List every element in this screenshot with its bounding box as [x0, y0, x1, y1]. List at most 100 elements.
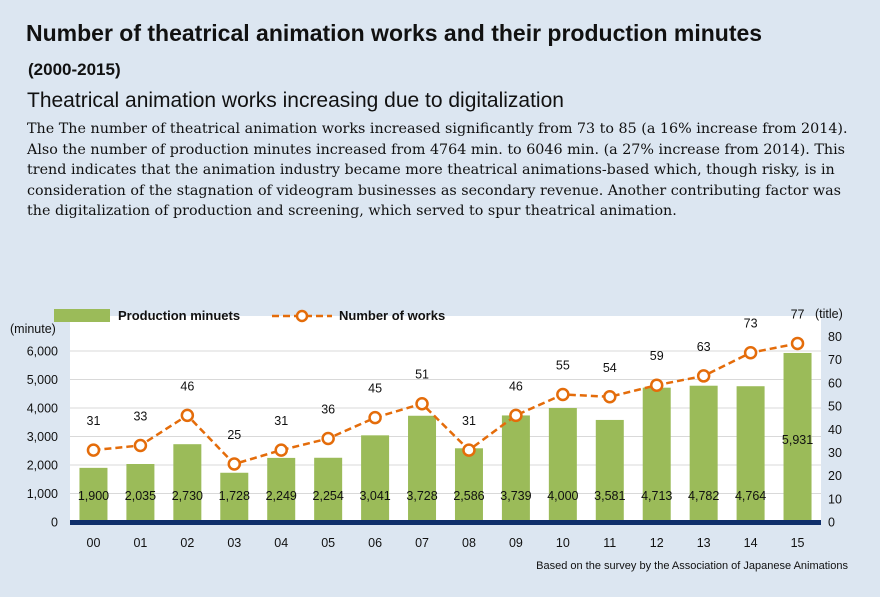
legend: Production minuets Number of works: [54, 308, 445, 323]
bar-08: [454, 448, 483, 522]
bar-label-00: 1,900: [78, 489, 109, 503]
line-value-labels: 31 33 46 25 31 36 45 51 31 46 55 54 59 63 73 77: [87, 307, 805, 442]
bar-label-01: 2,035: [125, 489, 156, 503]
x-tick-label: 14: [744, 536, 758, 550]
works-point-10: [556, 387, 570, 402]
works-point-14: [743, 345, 758, 360]
x-tick-label: 05: [321, 536, 335, 550]
works-label-00: 31: [87, 414, 101, 428]
works-label-09: 46: [509, 379, 523, 393]
bar-15: [783, 352, 812, 522]
bar-label-09: 3,739: [500, 489, 531, 503]
legend-bar-label: Production minuets: [118, 308, 240, 323]
works-label-15: 77: [791, 307, 805, 321]
right-tick-label: 70: [828, 353, 842, 367]
x-tick-label: 00: [87, 536, 101, 550]
works-point-07: [415, 396, 429, 411]
left-axis: 0 1,000 2,000 3,000 4,000 5,000 6,000: [27, 345, 58, 530]
right-tick-label: 0: [828, 516, 835, 530]
bar-label-08: 2,586: [453, 489, 484, 503]
bar-11: [595, 419, 624, 522]
works-point-00: [86, 443, 101, 457]
works-point-01: [133, 438, 148, 453]
x-tick-label: 13: [697, 536, 711, 550]
bar-06: [361, 435, 390, 522]
bar-00: [79, 467, 108, 522]
right-tick-label: 20: [828, 469, 842, 483]
works-label-07: 51: [415, 368, 429, 382]
bar-label-07: 3,728: [406, 489, 437, 503]
left-tick-label: 4,000: [27, 402, 58, 416]
works-point-08: [462, 443, 476, 457]
works-label-04: 31: [274, 414, 288, 428]
right-tick-label: 60: [828, 376, 842, 390]
x-tick-label: 12: [650, 536, 664, 550]
bar-label-12: 4,713: [641, 489, 672, 503]
works-point-15: [790, 336, 805, 351]
bar-04: [267, 457, 296, 522]
bar-12: [642, 387, 671, 522]
works-point-05: [321, 431, 335, 446]
works-label-02: 46: [180, 379, 194, 393]
works-point-11: [603, 390, 617, 404]
left-axis-unit: (minute): [10, 322, 56, 336]
bar-label-13: 4,782: [688, 489, 719, 503]
chart-period: (2000-2015): [28, 60, 121, 79]
bar-label-14: 4,764: [735, 489, 766, 503]
left-tick-label: 3,000: [27, 430, 58, 444]
works-label-08: 31: [462, 414, 476, 428]
works-label-05: 36: [321, 403, 335, 417]
bar-01: [126, 464, 155, 522]
x-axis: 00 01 02 03 04 05 06 07 08 09 10 11 12 13 14 15: [87, 536, 805, 550]
works-label-03: 25: [227, 428, 241, 442]
works-label-01: 33: [133, 409, 147, 423]
bar-label-10: 4,000: [547, 489, 578, 503]
works-point-02: [180, 408, 195, 423]
bar-05: [314, 457, 343, 522]
bar-07: [408, 415, 437, 522]
right-axis-unit: (title): [815, 307, 843, 321]
works-label-14: 73: [744, 317, 758, 331]
legend-bar-swatch: [54, 309, 110, 322]
section-subtitle: Theatrical animation works increasing du…: [27, 89, 564, 112]
right-tick-label: 50: [828, 400, 842, 414]
line-series: [86, 336, 805, 471]
x-tick-label: 01: [133, 536, 147, 550]
combo-chart: 1,900 2,035 2,730 1,728 2,249 2,254 3,041 3,728…: [10, 307, 843, 550]
bar-label-11: 3,581: [594, 489, 625, 503]
works-point-04: [274, 443, 288, 457]
left-tick-label: 6,000: [27, 345, 58, 359]
bar-value-labels: 1,900 2,035 2,730 1,728 2,249 2,254 3,041 3,728…: [78, 433, 813, 503]
works-label-06: 45: [368, 382, 382, 396]
left-tick-label: 5,000: [27, 373, 58, 387]
works-point-03: [227, 457, 242, 471]
bar-label-03: 1,728: [219, 489, 250, 503]
bar-series: [79, 352, 812, 522]
x-tick-label: 02: [180, 536, 194, 550]
works-point-06: [368, 410, 382, 425]
source-note: Based on the survey by the Association o…: [536, 560, 848, 572]
works-label-12: 59: [650, 349, 664, 363]
bar-02: [173, 444, 202, 522]
right-tick-label: 30: [828, 446, 842, 460]
left-tick-label: 0: [51, 516, 58, 530]
left-tick-label: 1,000: [27, 487, 58, 501]
works-label-13: 63: [697, 340, 711, 354]
right-tick-label: 10: [828, 492, 842, 506]
works-label-11: 54: [603, 361, 617, 375]
x-tick-label: 03: [227, 536, 241, 550]
chart-title: Number of theatrical animation works and…: [26, 20, 763, 46]
legend-line-label: Number of works: [339, 308, 445, 323]
legend-line-marker: [295, 309, 309, 323]
x-tick-label: 06: [368, 536, 382, 550]
bar-label-15: 5,931: [782, 433, 813, 447]
description-paragraph: The The number of theatrical animation w…: [27, 121, 848, 219]
x-tick-label: 07: [415, 536, 429, 550]
right-axis: 0 10 20 30 40 50 60 70 80: [828, 330, 842, 530]
bar-14: [736, 386, 765, 522]
right-tick-label: 80: [828, 330, 842, 344]
bar-label-06: 3,041: [359, 489, 390, 503]
x-tick-label: 15: [791, 536, 805, 550]
bar-label-05: 2,254: [313, 489, 344, 503]
x-tick-label: 08: [462, 536, 476, 550]
